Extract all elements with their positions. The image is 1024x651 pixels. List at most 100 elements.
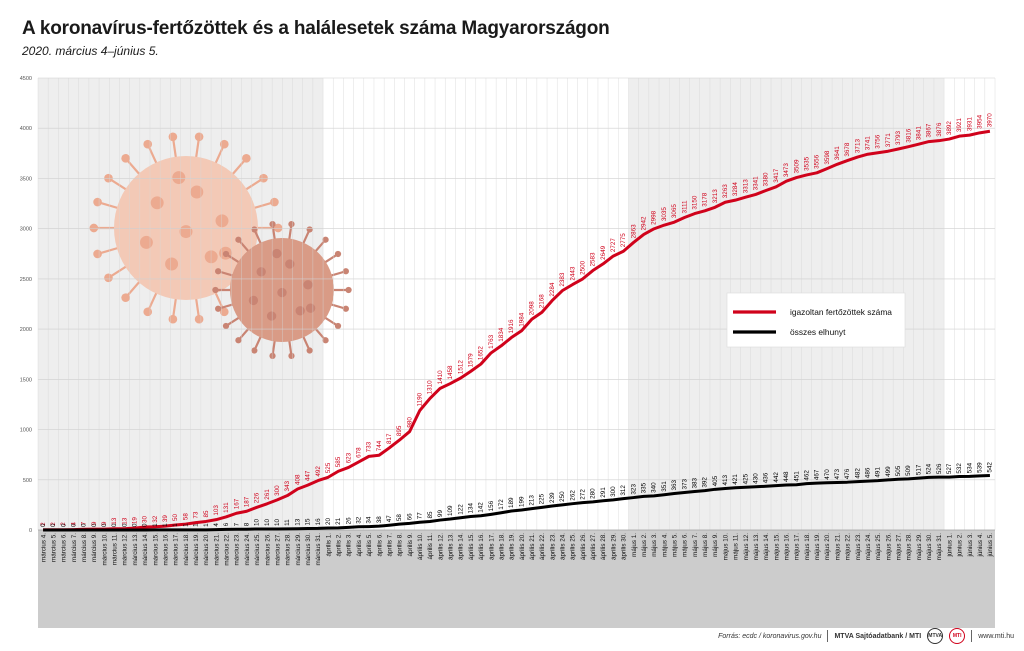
infected-data-label: 3313 [742, 179, 749, 194]
deaths-data-label: 189 [508, 497, 515, 508]
infected-data-label: 3921 [956, 118, 963, 133]
deaths-data-label: 505 [895, 465, 902, 476]
x-tick-label: március 7. [71, 533, 78, 562]
deaths-data-label: 1 [152, 523, 159, 527]
infected-series-line [43, 129, 991, 532]
infected-data-label: 13 [121, 517, 128, 525]
virus-spike-tip [269, 220, 276, 228]
virus-spike-tip [212, 286, 219, 294]
deaths-data-label: 250 [559, 491, 566, 502]
deaths-data-label: 58 [396, 514, 403, 522]
x-tick-label: május 16. [783, 533, 790, 561]
virus-spike-tip [168, 132, 178, 142]
deaths-data-label: 527 [946, 463, 953, 474]
x-tick-label: május 2. [641, 533, 648, 557]
x-tick-label: május 26. [885, 533, 892, 561]
virus-spike-tip [168, 314, 178, 324]
deaths-data-label: 6 [223, 522, 230, 526]
chart-title: A koronavírus-fertőzöttek és a haláleset… [22, 18, 610, 39]
x-tick-label: április 10. [417, 533, 424, 560]
deaths-data-label: 213 [529, 495, 536, 506]
virus-spike-tip [121, 293, 130, 302]
x-tick-label: május 14. [763, 533, 770, 561]
x-tick-label: március 15. [152, 533, 159, 566]
x-tick-label: május 30. [926, 533, 933, 561]
deaths-data-label: 20 [325, 517, 332, 525]
infected-data-label: 1916 [508, 319, 515, 334]
x-tick-label: március 6. [61, 533, 68, 562]
deaths-data-label: 476 [844, 468, 851, 479]
series-lines [43, 129, 991, 532]
deaths-data-label: 122 [457, 504, 464, 515]
deaths-data-label: 4 [213, 523, 220, 527]
infected-data-label: 3954 [977, 114, 984, 129]
infected-data-label: 9 [91, 521, 98, 525]
x-tick-label: május 13. [753, 533, 760, 561]
x-axis: március 4. március 5. március 6. március 7.… [40, 533, 994, 566]
virus-spot [150, 196, 164, 210]
deaths-data-label: 499 [885, 466, 892, 477]
chart-subtitle: 2020. március 4–június 5. [22, 44, 159, 58]
x-tick-label: március 14. [142, 533, 149, 566]
infected-data-label: 3931 [966, 117, 973, 132]
x-tick-label: május 22. [845, 533, 852, 561]
x-tick-label: március 16. [162, 533, 169, 566]
deaths-data-label: 272 [579, 489, 586, 500]
deaths-data-label: 10 [274, 518, 281, 526]
x-tick-label: március 29. [295, 533, 302, 566]
x-tick-label: május 3. [651, 533, 658, 557]
infected-data-label: 19 [132, 517, 139, 525]
infected-data-label: 3641 [834, 146, 841, 161]
infected-data-label: 2098 [529, 301, 536, 316]
infected-data-label: 3816 [905, 128, 912, 143]
virus-spike-tip [219, 307, 229, 317]
infected-data-label: 3417 [773, 168, 780, 183]
virus-spot [139, 235, 153, 249]
infected-data-label: 13 [111, 517, 118, 525]
x-tick-label: április 6. [376, 533, 383, 557]
infected-data-label: 447 [305, 470, 312, 481]
x-tick-label: május 18. [804, 533, 811, 561]
infected-data-label: 3473 [783, 163, 790, 178]
x-tick-label: május 15. [773, 533, 780, 561]
x-tick-label: március 30. [305, 533, 312, 566]
x-tick-label: április 25. [570, 533, 577, 560]
x-tick-label: április 23. [549, 533, 556, 560]
deaths-data-label: 491 [875, 467, 882, 478]
x-tick-label: március 18. [183, 533, 190, 566]
infected-data-label: 3150 [691, 195, 698, 210]
infected-data-label: 2500 [579, 260, 586, 275]
infected-data-label: 3535 [803, 156, 810, 171]
x-tick-label: április 20. [519, 533, 526, 560]
x-tick-label: március 17. [173, 533, 180, 566]
infected-data-label: 492 [315, 466, 322, 477]
y-tick-label: 1500 [20, 377, 32, 383]
deaths-data-label: 239 [549, 492, 556, 503]
infected-data-label: 1834 [498, 327, 505, 342]
x-tick-label: május 25. [875, 533, 882, 561]
x-tick-label: április 30. [621, 533, 628, 560]
virus-spike-tip [235, 337, 242, 344]
infected-data-label: 187 [244, 496, 251, 507]
mti-logo-icon: MTI [949, 628, 966, 644]
x-tick-label: április 3. [346, 533, 353, 557]
deaths-data-label: 0 [81, 523, 88, 527]
deaths-data-label: 451 [793, 471, 800, 482]
virus-spot [303, 280, 313, 290]
infected-data-label: 1310 [427, 380, 434, 395]
infected-data-label: 39 [162, 515, 169, 523]
deaths-data-label: 482 [854, 468, 861, 479]
x-axis-band-rect [38, 530, 995, 628]
x-tick-label: március 22. [224, 533, 231, 566]
infected-data-label: 103 [213, 505, 220, 516]
infected-data-label: 3284 [732, 182, 739, 197]
x-tick-label: június 3. [967, 533, 974, 558]
infected-data-label: 817 [386, 433, 393, 444]
deaths-data-label: 0 [60, 523, 67, 527]
infected-data-label: 980 [406, 417, 413, 428]
infected-data-label: 261 [264, 489, 271, 500]
infected-data-label: 9 [101, 521, 108, 525]
virus-spike-tip [242, 154, 251, 163]
deaths-data-label: 0 [101, 523, 108, 527]
